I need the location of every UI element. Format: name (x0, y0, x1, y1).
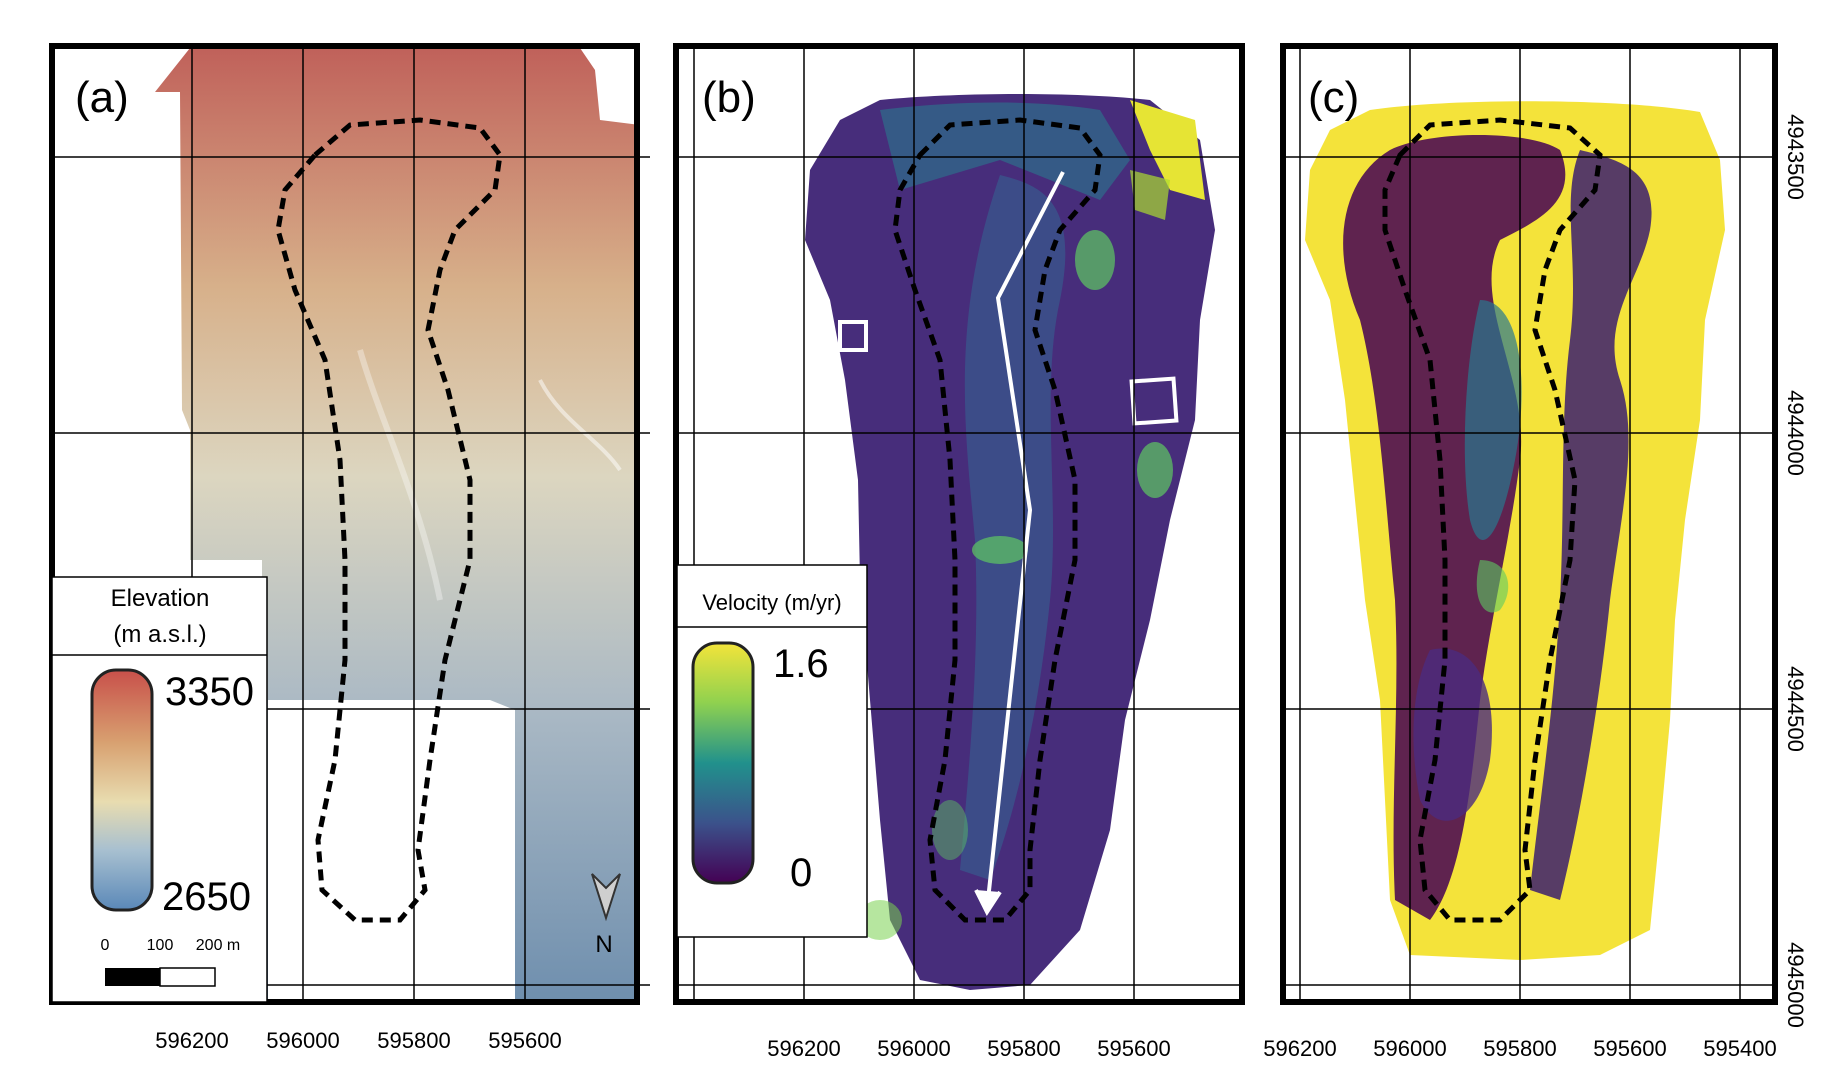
x-tick-b-0: 596200 (767, 1036, 840, 1061)
x-tick-c-4: 595400 (1703, 1036, 1776, 1061)
velocity-legend-title: Velocity (m/yr) (702, 590, 841, 615)
x-axis-a: 596200 596000 595800 595600 (155, 1028, 561, 1053)
velocity-legend: Velocity (m/yr) 1.6 0 (676, 564, 868, 938)
scale-bar: 0 100 200 m (101, 937, 240, 987)
x-axis-c: 596200 596000 595800 595600 595400 (1263, 1036, 1776, 1061)
panel-label-b: (b) (702, 73, 756, 122)
panel-label-a: (a) (75, 73, 129, 122)
x-tick-a-3: 595600 (488, 1028, 561, 1053)
north-arrow-icon: N (591, 873, 621, 958)
velocity-max-label: 1.6 (773, 642, 829, 686)
x-tick-a-2: 595800 (377, 1028, 450, 1053)
x-tick-c-1: 596000 (1373, 1036, 1446, 1061)
svg-text:0: 0 (101, 937, 110, 954)
panel-frame-a (49, 43, 640, 1005)
velocity-min-label: 0 (790, 851, 812, 895)
elevation-min-label: 2650 (162, 875, 251, 919)
x-tick-c-2: 595800 (1483, 1036, 1556, 1061)
elevation-max-label: 3350 (165, 670, 254, 714)
x-tick-c-0: 596200 (1263, 1036, 1336, 1061)
y-tick-1: 4944000 (1783, 390, 1808, 476)
y-axis: 4943500 4944000 4944500 4945000 (1783, 114, 1808, 1028)
landslide-outline-c (1382, 117, 1603, 923)
svg-text:200 m: 200 m (196, 937, 240, 954)
x-tick-a-0: 596200 (155, 1028, 228, 1053)
x-axis-b: 596200 596000 595800 595600 (767, 1036, 1170, 1061)
x-tick-b-2: 595800 (987, 1036, 1060, 1061)
velocity-colorbar (691, 641, 755, 885)
panel-b: (b) Velocity (m/yr) 1.6 0 (673, 43, 1245, 1005)
x-tick-b-3: 595600 (1097, 1036, 1170, 1061)
landslide-outline-a (275, 117, 503, 923)
north-label: N (595, 931, 612, 958)
elevation-legend-title-1: Elevation (111, 585, 210, 612)
panel-frame-c (1280, 43, 1778, 1005)
panel-c: (c) (1280, 43, 1778, 1005)
panel-label-c: (c) (1308, 73, 1359, 122)
y-tick-3: 4945000 (1783, 942, 1808, 1028)
x-tick-a-1: 596000 (266, 1028, 339, 1053)
panel-frame-b (673, 43, 1245, 1005)
elevation-legend-title-2: (m a.s.l.) (113, 621, 206, 648)
svg-text:100: 100 (147, 937, 174, 954)
x-tick-b-1: 596000 (877, 1036, 950, 1061)
panel-a: (a) Elevation (m a.s.l.) 3350 2650 0 100… (49, 43, 650, 1005)
displacement-arrow (974, 171, 1065, 917)
y-tick-2: 4944500 (1783, 666, 1808, 752)
x-tick-c-3: 595600 (1593, 1036, 1666, 1061)
grid-c (1283, 46, 1775, 1002)
elevation-hillshade-map (155, 48, 637, 1000)
elevation-colorbar (90, 668, 154, 912)
y-tick-0: 4943500 (1783, 114, 1808, 200)
elevation-legend: Elevation (m a.s.l.) 3350 2650 0 100 200… (51, 576, 268, 1003)
stable-area-box-1 (838, 320, 868, 352)
stable-area-box-2 (1129, 376, 1179, 426)
landslide-outline-b (892, 117, 1103, 923)
